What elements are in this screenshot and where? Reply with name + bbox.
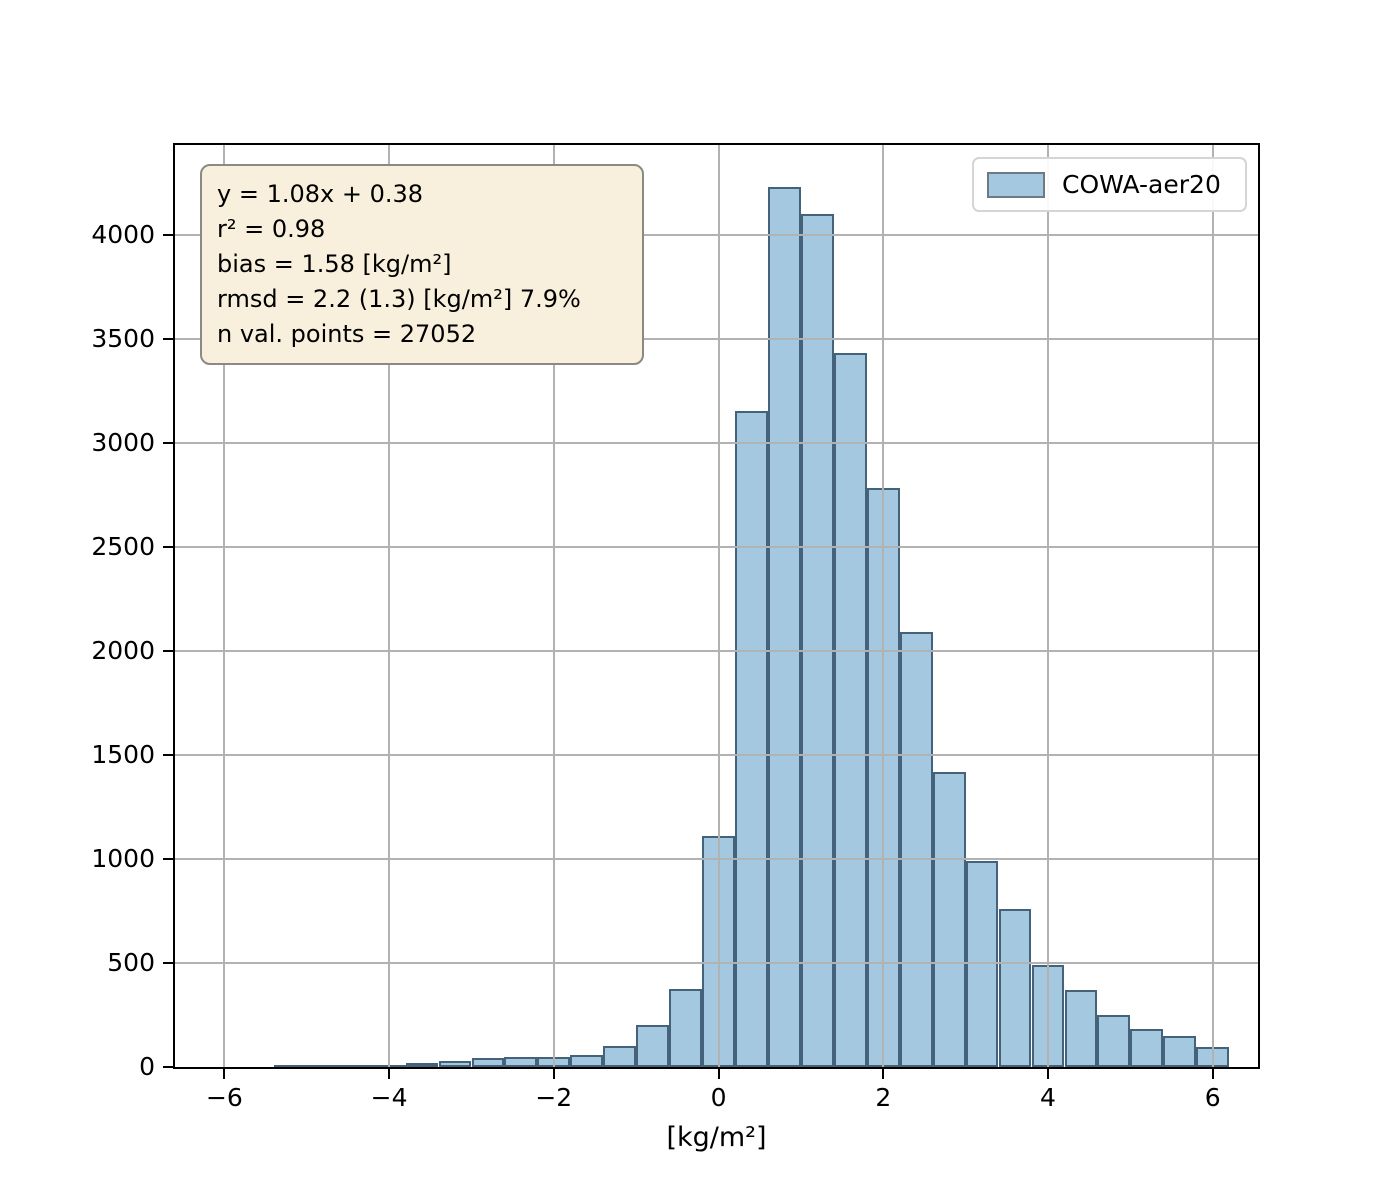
legend-swatch-icon <box>987 171 1045 198</box>
x-tick-label: 2 <box>875 1083 892 1112</box>
grid-line-vertical <box>1047 145 1049 1067</box>
y-tick-mark <box>163 337 173 340</box>
x-tick-mark <box>223 1069 226 1079</box>
histogram-bar <box>306 1064 340 1069</box>
grid-line-horizontal <box>175 337 1258 340</box>
histogram-bar <box>1163 1035 1197 1067</box>
x-tick-mark <box>717 1069 720 1079</box>
histogram-bar <box>636 1025 670 1067</box>
histogram-bar <box>998 908 1032 1067</box>
y-tick-mark <box>163 649 173 652</box>
grid-line-vertical <box>717 145 720 1067</box>
histogram-bar <box>768 186 801 1067</box>
stats-line-npoints: n val. points = 27052 <box>217 320 477 348</box>
y-tick-label: 2500 <box>91 531 155 561</box>
y-tick-mark <box>163 441 173 444</box>
histogram-bar <box>273 1064 307 1069</box>
histogram-bar <box>603 1046 637 1067</box>
y-tick-mark <box>163 753 173 756</box>
y-tick-mark <box>163 545 173 548</box>
histogram-bar <box>899 632 933 1067</box>
stats-box: y = 1.08x + 0.38 r² = 0.98 bias = 1.58 [… <box>200 164 644 365</box>
x-tick-label: −6 <box>205 1083 243 1112</box>
stats-line-r2: r² = 0.98 <box>217 215 326 243</box>
x-axis-label: [kg/m²] <box>666 1122 767 1153</box>
x-tick-mark <box>552 1069 555 1079</box>
grid-line-horizontal <box>175 857 1258 860</box>
legend-label: COWA-aer20 <box>1062 170 1221 199</box>
stats-line-rmsd: rmsd = 2.2 (1.3) [kg/m²] 7.9% <box>217 285 581 313</box>
grid-line-vertical <box>1211 145 1214 1067</box>
x-tick-mark <box>1211 1069 1214 1079</box>
histogram-bar <box>471 1057 505 1067</box>
y-tick-label: 1000 <box>91 843 155 873</box>
histogram-bar <box>438 1060 472 1067</box>
x-tick-label: −2 <box>535 1083 573 1112</box>
stats-line-fit: y = 1.08x + 0.38 <box>217 180 424 208</box>
stats-line-bias: bias = 1.58 [kg/m²] <box>217 250 452 278</box>
y-tick-mark <box>163 961 173 964</box>
histogram-bar <box>339 1064 373 1069</box>
histogram-bar <box>800 213 834 1067</box>
grid-line-horizontal <box>175 961 1258 964</box>
x-tick-mark <box>1047 1069 1049 1079</box>
legend: COWA-aer20 <box>972 157 1247 212</box>
x-tick-label: −4 <box>370 1083 408 1112</box>
x-tick-mark <box>388 1069 391 1079</box>
histogram-bar <box>833 353 867 1067</box>
histogram-bar <box>669 989 702 1067</box>
histogram-bar <box>504 1056 538 1067</box>
y-tick-label: 3000 <box>91 427 155 457</box>
x-tick-label: 6 <box>1204 1083 1221 1112</box>
x-tick-label: 0 <box>710 1083 727 1112</box>
x-tick-mark <box>882 1069 885 1079</box>
histogram-bar <box>1064 990 1098 1067</box>
y-tick-label: 2000 <box>91 635 155 665</box>
grid-line-horizontal <box>175 545 1258 548</box>
y-tick-label: 500 <box>107 947 155 977</box>
y-tick-label: 4000 <box>91 219 155 249</box>
y-tick-mark <box>163 1066 173 1068</box>
plot-area <box>175 145 1258 1069</box>
grid-line-horizontal <box>175 649 1258 652</box>
grid-line-vertical <box>882 145 885 1067</box>
grid-line-vertical <box>388 145 391 1067</box>
grid-line-horizontal <box>175 753 1258 756</box>
histogram-bar <box>405 1062 439 1067</box>
histogram-bar <box>965 861 999 1067</box>
x-tick-label: 4 <box>1040 1083 1056 1112</box>
grid-line-vertical <box>223 145 226 1067</box>
y-tick-label: 3500 <box>91 323 155 353</box>
y-tick-mark <box>163 233 173 236</box>
grid-line-vertical <box>552 145 555 1067</box>
grid-line-horizontal <box>175 441 1258 444</box>
y-tick-mark <box>163 857 173 860</box>
y-tick-label: 0 <box>139 1052 155 1081</box>
grid-line-horizontal <box>175 233 1258 236</box>
histogram-bar <box>932 771 966 1067</box>
y-tick-label: 1500 <box>91 739 155 769</box>
histogram-bar <box>1097 1015 1131 1067</box>
histogram-bar <box>1130 1028 1164 1067</box>
histogram-bar <box>570 1054 604 1067</box>
histogram-bar <box>735 411 768 1067</box>
